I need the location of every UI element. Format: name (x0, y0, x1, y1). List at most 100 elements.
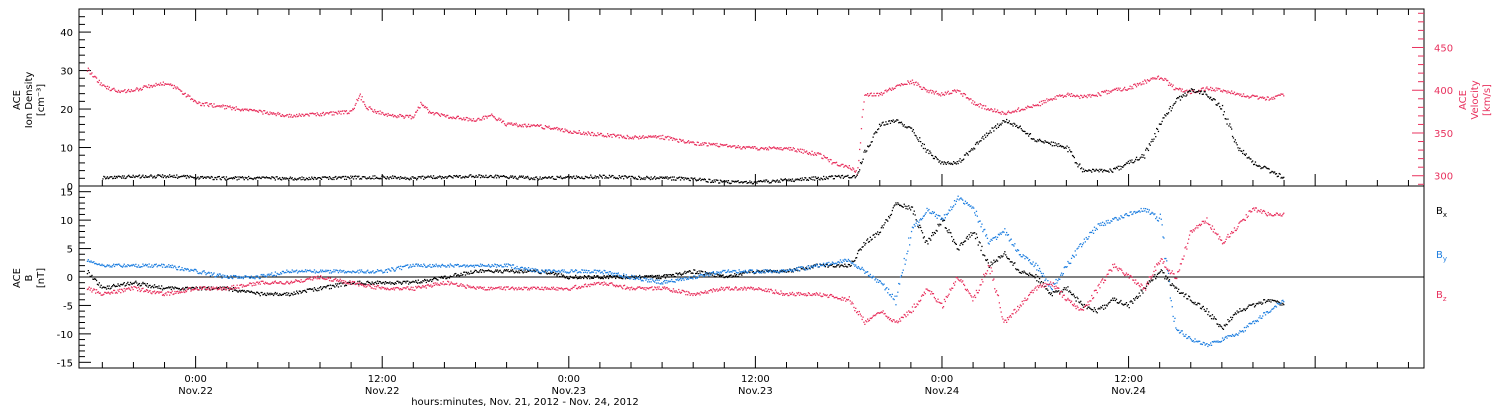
density-point (216, 176, 219, 178)
velocity-point (308, 115, 310, 117)
bfield-point (758, 272, 761, 274)
bfield-point (656, 279, 659, 281)
velocity-point (213, 103, 215, 105)
velocity-point (1249, 96, 1251, 98)
bfield-point (1145, 285, 1148, 287)
bfield-point (113, 283, 115, 286)
density-point (187, 175, 189, 178)
bfield-point (234, 275, 236, 277)
velocity-point (767, 149, 770, 151)
density-point (695, 179, 697, 181)
velocity-point (918, 84, 920, 86)
velocity-point (591, 131, 594, 134)
bfield-point (766, 269, 769, 271)
velocity-point (771, 147, 773, 149)
density-point (814, 176, 817, 178)
velocity-point (958, 90, 960, 92)
bfield-point (583, 277, 585, 280)
density-point (1084, 169, 1086, 171)
velocity-point (548, 125, 550, 127)
density-point (1143, 154, 1145, 156)
density-point (344, 175, 347, 178)
bfield-point (479, 269, 482, 271)
velocity-point (1215, 87, 1217, 89)
velocity-point (899, 84, 901, 86)
bfield-point (402, 280, 404, 283)
velocity-point (183, 93, 185, 95)
velocity-point (1225, 90, 1227, 93)
velocity-point (1134, 83, 1136, 85)
bfield-point (170, 288, 172, 291)
velocity-point (798, 149, 800, 151)
top-left-tick-label: 0 (67, 182, 73, 193)
density-point (777, 181, 779, 183)
density-point (489, 174, 491, 177)
velocity-point (294, 115, 296, 117)
bfield-point (337, 286, 340, 288)
bfield-point (884, 222, 886, 224)
bfield-point (766, 270, 769, 273)
velocity-point (1078, 96, 1080, 98)
velocity-point (502, 120, 505, 122)
velocity-point (902, 84, 904, 86)
velocity-point (1116, 89, 1118, 91)
velocity-point (720, 144, 722, 146)
bfield-point (770, 270, 772, 272)
bfield-point (269, 294, 271, 296)
velocity-point (696, 141, 698, 143)
density-point (530, 177, 532, 179)
velocity-point (280, 115, 283, 117)
density-point (255, 178, 257, 180)
bfield-point (264, 294, 267, 296)
density-point (1129, 159, 1131, 162)
bfield-point (440, 277, 442, 279)
bfield-point (462, 264, 464, 267)
bfield-point (174, 265, 176, 267)
bfield-point (442, 277, 444, 279)
bfield-point (370, 272, 372, 274)
bfield-point (597, 275, 599, 277)
velocity-point (854, 171, 856, 173)
velocity-point (508, 123, 510, 125)
density-point (1103, 169, 1105, 172)
bfield-point (1073, 295, 1075, 297)
velocity-point (566, 129, 568, 131)
velocity-point (759, 147, 762, 150)
density-point (1252, 160, 1254, 162)
bfield-point (382, 272, 384, 274)
bfield-point (163, 264, 165, 266)
density-point (649, 178, 651, 181)
bfield-point (625, 276, 627, 278)
velocity-point (603, 136, 605, 138)
bfield-point (208, 288, 211, 290)
velocity-point (646, 136, 648, 138)
velocity-point (959, 90, 961, 92)
density-point (605, 175, 607, 178)
bfield-point (434, 277, 436, 279)
bfield-point (484, 265, 486, 267)
bfield-point (290, 292, 292, 295)
density-point (829, 175, 831, 177)
density-point (1023, 130, 1025, 132)
bfield-point (1105, 304, 1107, 306)
bfield-point (892, 298, 894, 300)
velocity-point (257, 111, 260, 113)
velocity-point (996, 109, 999, 111)
bfield-point (748, 270, 750, 272)
density-point (586, 176, 588, 178)
bfield-point (432, 264, 434, 266)
velocity-point (819, 152, 821, 155)
bfield-point (290, 271, 292, 274)
bfield-point (347, 281, 349, 284)
bfield-point (126, 266, 128, 268)
velocity-point (545, 126, 547, 128)
density-point (119, 176, 121, 178)
bfield-point (810, 266, 812, 268)
density-point (170, 175, 172, 177)
density-point (1151, 138, 1153, 141)
bfield-point (643, 277, 645, 279)
velocity-point (980, 104, 982, 106)
density-point (1178, 97, 1180, 99)
bfield-point (1005, 254, 1007, 256)
bfield-point (640, 276, 643, 278)
